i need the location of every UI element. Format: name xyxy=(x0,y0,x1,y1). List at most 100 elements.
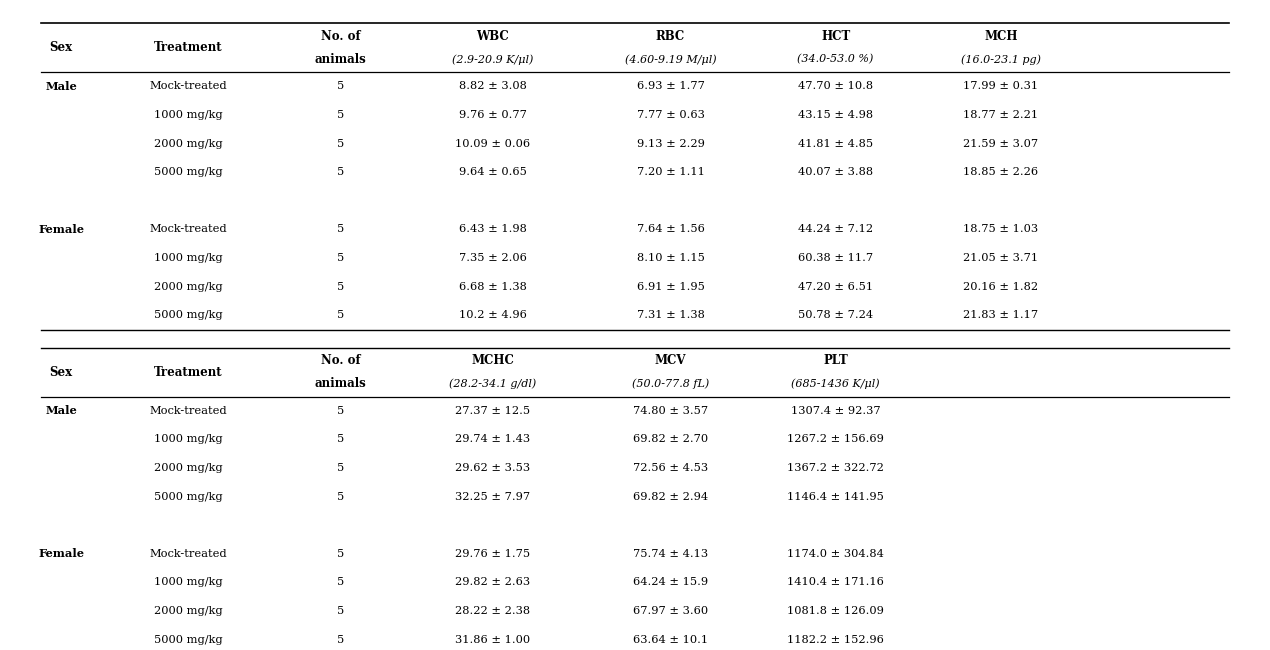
Text: 1410.4 ± 171.16: 1410.4 ± 171.16 xyxy=(787,577,884,588)
Text: 5: 5 xyxy=(337,491,344,502)
Text: 17.99 ± 0.31: 17.99 ± 0.31 xyxy=(963,81,1039,92)
Text: 9.64 ± 0.65: 9.64 ± 0.65 xyxy=(458,167,527,177)
Text: MCV: MCV xyxy=(655,354,686,367)
Text: 6.68 ± 1.38: 6.68 ± 1.38 xyxy=(458,281,527,292)
Text: (16.0-23.1 pg): (16.0-23.1 pg) xyxy=(961,54,1040,65)
Text: 1000 mg/kg: 1000 mg/kg xyxy=(154,110,222,120)
Text: 5: 5 xyxy=(337,310,344,320)
Text: (34.0-53.0 %): (34.0-53.0 %) xyxy=(798,55,874,64)
Text: 75.74 ± 4.13: 75.74 ± 4.13 xyxy=(632,549,709,559)
Text: 29.76 ± 1.75: 29.76 ± 1.75 xyxy=(455,549,531,559)
Text: 7.77 ± 0.63: 7.77 ± 0.63 xyxy=(636,110,705,120)
Text: 9.13 ± 2.29: 9.13 ± 2.29 xyxy=(636,138,705,149)
Text: 1081.8 ± 126.09: 1081.8 ± 126.09 xyxy=(787,606,884,616)
Text: 63.64 ± 10.1: 63.64 ± 10.1 xyxy=(632,634,709,645)
Text: 67.97 ± 3.60: 67.97 ± 3.60 xyxy=(632,606,709,616)
Text: 29.62 ± 3.53: 29.62 ± 3.53 xyxy=(455,463,531,473)
Text: 5: 5 xyxy=(337,224,344,235)
Text: 5: 5 xyxy=(337,549,344,559)
Text: 18.77 ± 2.21: 18.77 ± 2.21 xyxy=(963,110,1039,120)
Text: 1307.4 ± 92.37: 1307.4 ± 92.37 xyxy=(791,406,880,416)
Text: MCH: MCH xyxy=(984,30,1017,43)
Text: Female: Female xyxy=(38,224,84,235)
Text: No. of: No. of xyxy=(320,30,361,43)
Text: 8.10 ± 1.15: 8.10 ± 1.15 xyxy=(636,253,705,263)
Text: animals: animals xyxy=(315,53,366,66)
Text: 47.70 ± 10.8: 47.70 ± 10.8 xyxy=(798,81,874,92)
Text: 1000 mg/kg: 1000 mg/kg xyxy=(154,253,222,263)
Text: 5: 5 xyxy=(337,406,344,416)
Text: WBC: WBC xyxy=(476,30,509,43)
Text: 72.56 ± 4.53: 72.56 ± 4.53 xyxy=(632,463,709,473)
Text: HCT: HCT xyxy=(820,30,851,43)
Text: 6.91 ± 1.95: 6.91 ± 1.95 xyxy=(636,281,705,292)
Text: 18.85 ± 2.26: 18.85 ± 2.26 xyxy=(963,167,1039,177)
Text: 2000 mg/kg: 2000 mg/kg xyxy=(154,606,222,616)
Text: 2000 mg/kg: 2000 mg/kg xyxy=(154,138,222,149)
Text: 69.82 ± 2.94: 69.82 ± 2.94 xyxy=(632,491,709,502)
Text: 40.07 ± 3.88: 40.07 ± 3.88 xyxy=(798,167,874,177)
Text: RBC: RBC xyxy=(655,30,686,43)
Text: 21.59 ± 3.07: 21.59 ± 3.07 xyxy=(963,138,1039,149)
Text: 7.35 ± 2.06: 7.35 ± 2.06 xyxy=(458,253,527,263)
Text: Male: Male xyxy=(46,406,77,416)
Text: 5: 5 xyxy=(337,253,344,263)
Text: 2000 mg/kg: 2000 mg/kg xyxy=(154,281,222,292)
Text: 1000 mg/kg: 1000 mg/kg xyxy=(154,434,222,445)
Text: 44.24 ± 7.12: 44.24 ± 7.12 xyxy=(798,224,874,235)
Text: 1182.2 ± 152.96: 1182.2 ± 152.96 xyxy=(787,634,884,645)
Text: 64.24 ± 15.9: 64.24 ± 15.9 xyxy=(632,577,709,588)
Text: 5000 mg/kg: 5000 mg/kg xyxy=(154,310,222,320)
Text: 6.43 ± 1.98: 6.43 ± 1.98 xyxy=(458,224,527,235)
Text: 21.05 ± 3.71: 21.05 ± 3.71 xyxy=(963,253,1039,263)
Text: (28.2-34.1 g/dl): (28.2-34.1 g/dl) xyxy=(450,378,536,389)
Text: 29.82 ± 2.63: 29.82 ± 2.63 xyxy=(455,577,531,588)
Text: 50.78 ± 7.24: 50.78 ± 7.24 xyxy=(798,310,874,320)
Text: MCHC: MCHC xyxy=(471,354,514,367)
Text: Mock-treated: Mock-treated xyxy=(149,224,227,235)
Text: (2.9-20.9 K/μl): (2.9-20.9 K/μl) xyxy=(452,54,533,65)
Text: 5000 mg/kg: 5000 mg/kg xyxy=(154,491,222,502)
Text: 7.64 ± 1.56: 7.64 ± 1.56 xyxy=(636,224,705,235)
Text: 5: 5 xyxy=(337,81,344,92)
Text: 21.83 ± 1.17: 21.83 ± 1.17 xyxy=(963,310,1039,320)
Text: 5: 5 xyxy=(337,167,344,177)
Text: 5: 5 xyxy=(337,463,344,473)
Text: PLT: PLT xyxy=(823,354,848,367)
Text: 5: 5 xyxy=(337,110,344,120)
Text: 1146.4 ± 141.95: 1146.4 ± 141.95 xyxy=(787,491,884,502)
Text: 5000 mg/kg: 5000 mg/kg xyxy=(154,167,222,177)
Text: 47.20 ± 6.51: 47.20 ± 6.51 xyxy=(798,281,874,292)
Text: (685-1436 K/μl): (685-1436 K/μl) xyxy=(791,378,880,389)
Text: 6.93 ± 1.77: 6.93 ± 1.77 xyxy=(636,81,705,92)
Text: 41.81 ± 4.85: 41.81 ± 4.85 xyxy=(798,138,874,149)
Text: Male: Male xyxy=(46,81,77,92)
Text: 5: 5 xyxy=(337,606,344,616)
Text: 31.86 ± 1.00: 31.86 ± 1.00 xyxy=(455,634,531,645)
Text: Sex: Sex xyxy=(50,42,72,55)
Text: 74.80 ± 3.57: 74.80 ± 3.57 xyxy=(632,406,709,416)
Text: Sex: Sex xyxy=(50,365,72,378)
Text: Mock-treated: Mock-treated xyxy=(149,406,227,416)
Text: 1267.2 ± 156.69: 1267.2 ± 156.69 xyxy=(787,434,884,445)
Text: Mock-treated: Mock-treated xyxy=(149,549,227,559)
Text: 7.31 ± 1.38: 7.31 ± 1.38 xyxy=(636,310,705,320)
Text: animals: animals xyxy=(315,377,366,390)
Text: 1367.2 ± 322.72: 1367.2 ± 322.72 xyxy=(787,463,884,473)
Text: 5: 5 xyxy=(337,634,344,645)
Text: 5: 5 xyxy=(337,434,344,445)
Text: 10.09 ± 0.06: 10.09 ± 0.06 xyxy=(455,138,531,149)
Text: Treatment: Treatment xyxy=(154,42,222,55)
Text: (50.0-77.8 fL): (50.0-77.8 fL) xyxy=(632,378,709,389)
Text: Female: Female xyxy=(38,549,84,559)
Text: 5: 5 xyxy=(337,577,344,588)
Text: 43.15 ± 4.98: 43.15 ± 4.98 xyxy=(798,110,874,120)
Text: 1174.0 ± 304.84: 1174.0 ± 304.84 xyxy=(787,549,884,559)
Text: 60.38 ± 11.7: 60.38 ± 11.7 xyxy=(798,253,874,263)
Text: 29.74 ± 1.43: 29.74 ± 1.43 xyxy=(455,434,531,445)
Text: 2000 mg/kg: 2000 mg/kg xyxy=(154,463,222,473)
Text: 18.75 ± 1.03: 18.75 ± 1.03 xyxy=(963,224,1039,235)
Text: 5: 5 xyxy=(337,281,344,292)
Text: 8.82 ± 3.08: 8.82 ± 3.08 xyxy=(458,81,527,92)
Text: 20.16 ± 1.82: 20.16 ± 1.82 xyxy=(963,281,1039,292)
